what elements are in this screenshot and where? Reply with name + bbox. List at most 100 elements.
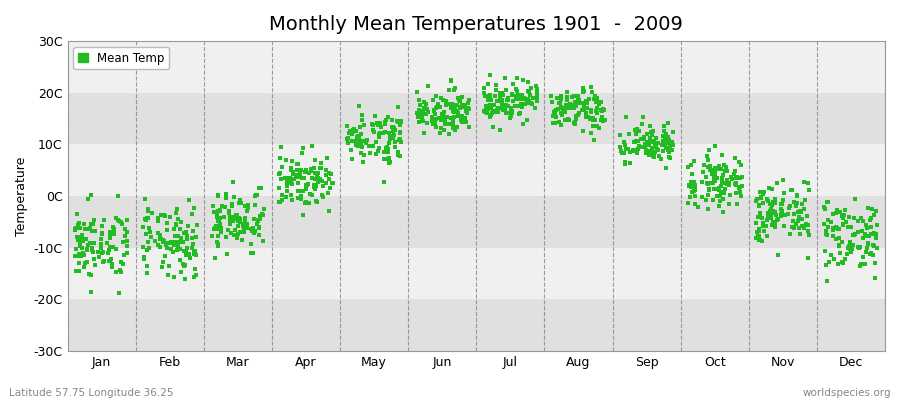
Point (455, 103, 470, 109)
Point (386, 134, 400, 141)
Point (76, 251, 91, 258)
Point (111, 192, 125, 199)
Point (636, 133, 651, 140)
Point (357, 152, 372, 158)
Point (701, 192, 716, 198)
Point (750, 196, 764, 202)
Point (154, 236, 168, 243)
Point (90, 249, 104, 255)
Point (167, 238, 182, 245)
Point (517, 95, 531, 102)
Point (141, 239, 156, 246)
Point (171, 233, 185, 239)
Point (640, 140, 654, 147)
Point (682, 194, 697, 200)
Point (818, 228, 832, 234)
Point (222, 214, 237, 220)
Point (648, 143, 662, 150)
Point (447, 85, 462, 92)
Point (795, 201, 809, 207)
Point (180, 236, 194, 242)
Point (552, 106, 566, 112)
Point (626, 147, 640, 153)
Point (120, 242, 134, 249)
Point (232, 214, 247, 221)
Point (545, 113, 560, 120)
Point (230, 212, 244, 218)
Point (284, 177, 298, 184)
Point (560, 89, 574, 95)
Point (627, 147, 642, 153)
Point (516, 121, 530, 128)
Point (176, 262, 191, 269)
Point (280, 183, 294, 190)
Point (378, 129, 392, 136)
Point (590, 110, 604, 116)
Point (104, 232, 118, 238)
Point (764, 222, 778, 228)
Point (76, 250, 90, 256)
Point (642, 151, 656, 158)
Point (760, 214, 775, 220)
Point (733, 184, 747, 191)
Point (355, 112, 369, 118)
Point (430, 104, 445, 110)
Point (382, 140, 397, 146)
Point (428, 120, 442, 126)
Point (571, 93, 585, 100)
Point (412, 110, 427, 117)
Point (530, 98, 544, 104)
Point (585, 117, 599, 124)
Point (186, 274, 201, 280)
Point (454, 119, 469, 125)
Point (657, 122, 671, 129)
Point (768, 209, 782, 216)
Point (764, 186, 778, 192)
Point (103, 258, 117, 264)
Point (655, 133, 670, 139)
Point (560, 104, 574, 111)
Point (214, 229, 229, 235)
Point (774, 211, 788, 217)
Point (305, 143, 320, 150)
Point (84, 192, 98, 198)
Point (558, 101, 572, 108)
Point (643, 135, 657, 142)
Point (298, 200, 312, 206)
Point (722, 201, 736, 207)
Point (800, 213, 814, 220)
Point (487, 102, 501, 108)
Point (717, 190, 732, 196)
Point (352, 103, 366, 110)
Point (651, 147, 665, 154)
Point (319, 179, 333, 186)
Point (729, 190, 743, 196)
Point (155, 264, 169, 270)
Point (701, 187, 716, 193)
Point (800, 255, 814, 261)
Point (447, 104, 462, 110)
Point (499, 101, 513, 108)
Point (491, 109, 505, 115)
Point (94, 250, 109, 256)
Point (788, 199, 802, 205)
Point (597, 107, 611, 114)
Point (596, 118, 610, 124)
Point (514, 101, 528, 107)
Point (516, 77, 530, 84)
Point (161, 240, 176, 246)
Point (705, 171, 719, 177)
Point (482, 94, 496, 101)
Point (366, 127, 381, 134)
Point (700, 206, 715, 212)
Point (554, 96, 569, 102)
Point (179, 252, 194, 259)
Point (99, 240, 113, 246)
Point (749, 198, 763, 204)
Point (756, 220, 770, 227)
Point (549, 114, 563, 120)
Point (371, 148, 385, 154)
Point (455, 94, 470, 101)
Point (791, 218, 806, 224)
Point (441, 87, 455, 93)
